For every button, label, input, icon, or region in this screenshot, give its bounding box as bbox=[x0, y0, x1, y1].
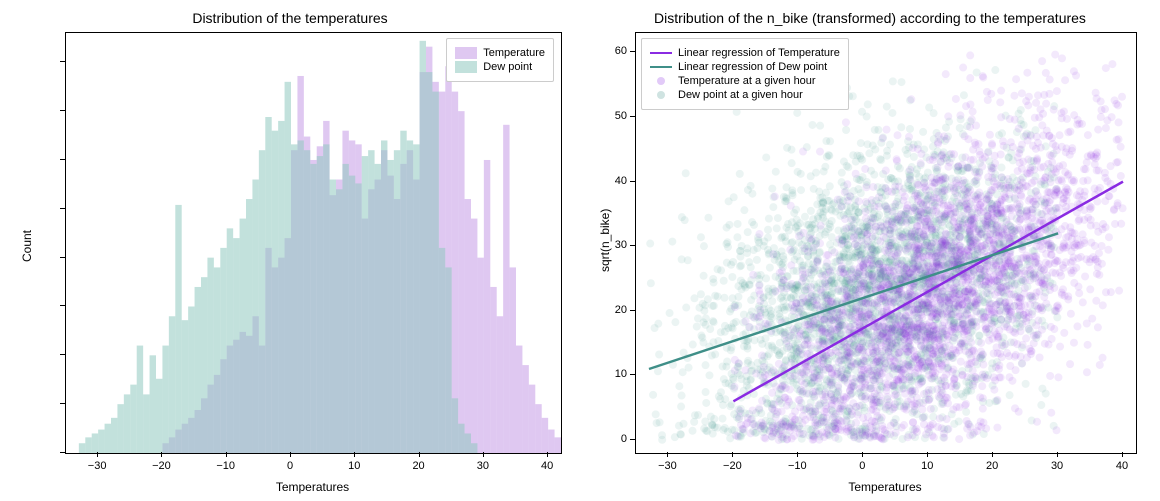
ytick-label: 10 bbox=[615, 368, 627, 380]
ytick-label: 50 bbox=[615, 110, 627, 122]
xtick-label: −30 bbox=[658, 460, 677, 472]
xtick-label: 40 bbox=[1116, 460, 1128, 472]
xtick-label: 0 bbox=[859, 460, 865, 472]
ytick-label: 175 bbox=[0, 104, 57, 116]
ytick-label: 150 bbox=[0, 153, 57, 165]
legend-swatch bbox=[455, 47, 477, 59]
xtick-label: 20 bbox=[412, 460, 424, 472]
xtick-label: 10 bbox=[348, 460, 360, 472]
legend-item: Temperature at a given hour bbox=[650, 75, 840, 87]
legend-label: Temperature at a given hour bbox=[678, 75, 816, 87]
legend-marker bbox=[650, 52, 672, 54]
left-title: Distribution of the temperatures bbox=[0, 10, 580, 26]
right-title: Distribution of the n_bike (transformed)… bbox=[580, 10, 1160, 26]
xtick-label: −20 bbox=[723, 460, 742, 472]
legend-marker bbox=[650, 66, 672, 68]
right-xlabel: Temperatures bbox=[848, 480, 921, 494]
xtick-label: 40 bbox=[541, 460, 553, 472]
ytick-label: 0 bbox=[621, 433, 627, 445]
xtick-label: 30 bbox=[477, 460, 489, 472]
legend-swatch bbox=[455, 61, 477, 73]
right-subplot: Distribution of the n_bike (transformed)… bbox=[580, 0, 1160, 501]
xtick-label: 20 bbox=[986, 460, 998, 472]
ytick-label: 125 bbox=[0, 202, 57, 214]
legend-label: Dew point at a given hour bbox=[678, 89, 803, 101]
figure: Distribution of the temperatures 0 25 50 75… bbox=[0, 0, 1160, 501]
legend-item: Temperature bbox=[455, 47, 545, 59]
xtick-label: 10 bbox=[921, 460, 933, 472]
legend-label: Temperature bbox=[483, 47, 545, 59]
ytick-label: 50 bbox=[0, 348, 57, 360]
legend-label: Dew point bbox=[483, 61, 532, 73]
ytick-label: 25 bbox=[0, 397, 57, 409]
legend-label: Linear regression of Dew point bbox=[678, 61, 827, 73]
legend-marker bbox=[657, 77, 665, 85]
xtick-label: 30 bbox=[1051, 460, 1063, 472]
ytick-label: 40 bbox=[615, 175, 627, 187]
xtick-label: −30 bbox=[88, 460, 107, 472]
xtick-label: 0 bbox=[287, 460, 293, 472]
legend-item: Dew point bbox=[455, 61, 545, 73]
legend-item: Linear regression of Dew point bbox=[650, 61, 840, 73]
ytick-label: 200 bbox=[0, 55, 57, 67]
right-ylabel: sqrt(n_bike) bbox=[598, 209, 612, 272]
legend-label: Linear regression of Temperature bbox=[678, 47, 840, 59]
ytick-label: 60 bbox=[615, 45, 627, 57]
legend-marker bbox=[657, 91, 665, 99]
ytick-label: 30 bbox=[615, 239, 627, 251]
left-subplot: Distribution of the temperatures 0 25 50 75… bbox=[0, 0, 580, 501]
ytick-label: 0 bbox=[0, 446, 57, 458]
xtick-label: −10 bbox=[216, 460, 235, 472]
left-ylabel: Count bbox=[20, 230, 34, 262]
right-legend: Linear regression of Temperature Linear r… bbox=[641, 38, 849, 110]
xtick-label: −10 bbox=[788, 460, 807, 472]
ytick-label: 75 bbox=[0, 299, 57, 311]
left-xlabel: Temperatures bbox=[276, 480, 349, 494]
xtick-label: −20 bbox=[152, 460, 171, 472]
legend-item: Linear regression of Temperature bbox=[650, 47, 840, 59]
ytick-label: 20 bbox=[615, 304, 627, 316]
left-plot-area bbox=[65, 32, 562, 454]
left-legend: Temperature Dew point bbox=[446, 38, 554, 82]
legend-item: Dew point at a given hour bbox=[650, 89, 840, 101]
